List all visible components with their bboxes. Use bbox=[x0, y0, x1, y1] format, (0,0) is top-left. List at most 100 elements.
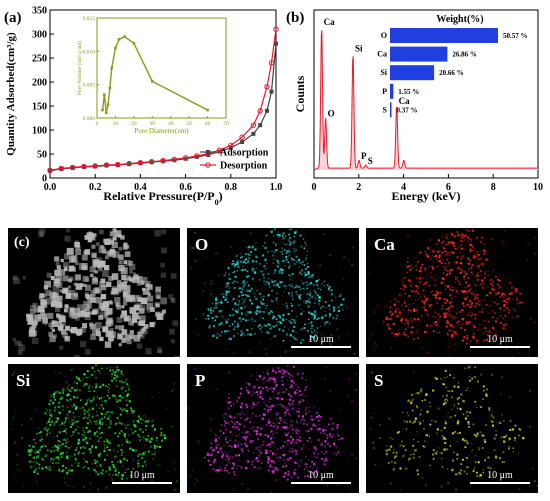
data-point-desorption bbox=[228, 142, 234, 149]
weight-value-s: 0.37 % bbox=[397, 106, 418, 114]
element-label: S bbox=[374, 371, 383, 390]
data-point-desorption bbox=[47, 167, 53, 174]
data-point-adsorption bbox=[217, 149, 222, 154]
data-point-desorption bbox=[257, 108, 263, 114]
elemental-map-p: P 10 μm bbox=[187, 364, 359, 493]
y-axis-label: Counts bbox=[293, 75, 307, 112]
y-tick-label: 100 bbox=[32, 126, 47, 137]
inset-y-tick-label: 0.015 bbox=[83, 16, 96, 22]
x-tick-label: 10 bbox=[533, 182, 543, 193]
scale-bar-label: 10 μm bbox=[487, 334, 513, 345]
elemental-map-s: S 10 μm bbox=[366, 364, 538, 493]
scale-bar-label: 10 μm bbox=[308, 334, 334, 345]
panel-b-label: (b) bbox=[286, 10, 304, 26]
data-point-desorption bbox=[239, 134, 245, 140]
inset-data-point bbox=[104, 111, 108, 114]
spectrum-line bbox=[313, 30, 538, 171]
panel-c-label: (c) bbox=[14, 235, 30, 250]
data-point-desorption bbox=[69, 164, 76, 171]
inset-x-tick-label: 30 bbox=[150, 121, 156, 127]
panel-b-eds-chart: (b) 0 2 4 6 8 10 Energy (keV) Counts Ca O Si P S Ca Wei… bbox=[282, 0, 550, 222]
data-point-adsorption bbox=[194, 154, 199, 159]
y-tick-label: 300 bbox=[32, 30, 47, 41]
data-point-adsorption bbox=[274, 41, 278, 46]
x-tick-label: 0.2 bbox=[89, 182, 102, 193]
data-point-desorption bbox=[171, 156, 178, 162]
map-texture: Si 10 μm bbox=[11, 364, 178, 493]
scale-bar-label: 10 μm bbox=[487, 470, 513, 481]
weight-bar-o bbox=[390, 28, 498, 43]
element-label: P bbox=[195, 371, 205, 390]
plot-frame bbox=[49, 9, 277, 179]
element-label: Ca bbox=[374, 235, 395, 254]
inset-data-point bbox=[108, 86, 112, 90]
map-texture: Ca 10 μm bbox=[366, 228, 538, 357]
map-texture: S 10 μm bbox=[369, 365, 538, 493]
inset-x-tick-label: 40 bbox=[168, 121, 174, 127]
data-point-desorption bbox=[58, 165, 64, 172]
data-point-adsorption bbox=[264, 108, 269, 113]
data-point-desorption bbox=[216, 147, 223, 153]
data-point-adsorption bbox=[206, 152, 211, 157]
inset-x-tick-label: 20 bbox=[131, 121, 137, 127]
map-texture: P 10 μm bbox=[187, 364, 358, 493]
inset-data-point bbox=[132, 42, 136, 45]
x-axis-label: Energy (keV) bbox=[392, 189, 461, 203]
inset-data-point bbox=[206, 108, 209, 112]
weight-category-p: P bbox=[382, 87, 387, 96]
x-tick-label: 2 bbox=[356, 182, 361, 193]
x-tick-label: 6 bbox=[446, 182, 451, 193]
peak-label-ca: Ca bbox=[324, 17, 335, 27]
peak-label-s: S bbox=[368, 156, 373, 166]
inset-y-axis-label: Pore Volume (cm³/g nm) bbox=[76, 41, 83, 96]
weight-category-s: S bbox=[383, 105, 388, 114]
panel-a-isotherm-chart: (a) 0.0 0.2 0.4 0.6 0.8 1.0 0 50 100 150 200 250 300 3… bbox=[0, 0, 282, 222]
data-point-adsorption bbox=[251, 131, 256, 136]
data-point-desorption bbox=[137, 159, 144, 166]
x-tick-label: 1.0 bbox=[270, 182, 282, 193]
inset-data-point bbox=[114, 46, 117, 50]
x-tick-label: 8 bbox=[491, 182, 496, 193]
data-point-desorption bbox=[103, 162, 110, 168]
x-tick-label: 0.8 bbox=[225, 182, 238, 193]
peak-label-o: O bbox=[328, 108, 335, 118]
data-point-desorption bbox=[264, 84, 270, 90]
weight-value-p: 1.55 % bbox=[398, 88, 419, 96]
scale-bar-label: 10 μm bbox=[129, 470, 155, 481]
weight-bar-si bbox=[390, 65, 435, 81]
isotherm-svg: (a)0.0 0.2 0.4 0.6 0.8 1.00501001502002503003… bbox=[4, 6, 282, 207]
peak-label-si: Si bbox=[355, 44, 363, 54]
data-point-desorption bbox=[92, 163, 98, 169]
element-label: O bbox=[195, 235, 208, 254]
data-point-adsorption bbox=[172, 158, 177, 163]
series-line-desorption bbox=[49, 29, 277, 171]
legend-label: Desorption bbox=[220, 161, 268, 172]
inset-data-point bbox=[110, 66, 114, 70]
y-tick-label: 150 bbox=[32, 102, 47, 113]
inset-y-tick-label: 0.005 bbox=[83, 83, 96, 89]
peak-label-ca: Ca bbox=[399, 96, 410, 106]
weight-category-si: Si bbox=[380, 68, 387, 77]
inset-data-point bbox=[123, 35, 126, 38]
x-axis-label: Relative Pressure(P/P0) bbox=[103, 189, 222, 207]
inset-y-tick-label: 0.000 bbox=[83, 116, 96, 122]
inset-data-point bbox=[106, 103, 110, 106]
plot-frame bbox=[313, 9, 539, 179]
x-tick-label: 0.6 bbox=[179, 182, 192, 193]
inset-data-point bbox=[117, 38, 121, 41]
data-point-desorption bbox=[160, 158, 166, 164]
elemental-map-sem: (c) bbox=[8, 228, 180, 357]
inset-data-point bbox=[103, 93, 106, 96]
data-point-adsorption bbox=[269, 89, 274, 94]
inset-x-tick-label: 60 bbox=[205, 121, 211, 127]
inset-data-point bbox=[150, 80, 154, 83]
peak-label-p: P bbox=[361, 151, 367, 161]
data-point-desorption bbox=[115, 161, 121, 168]
weight-category-ca: Ca bbox=[377, 50, 387, 59]
inset-x-tick-label: 0 bbox=[96, 121, 99, 127]
data-point-desorption bbox=[182, 155, 189, 161]
inset-x-axis-label: Pore Diameter(nm) bbox=[134, 127, 189, 135]
y-tick-label: 350 bbox=[32, 6, 47, 17]
data-point-adsorption bbox=[183, 156, 188, 161]
